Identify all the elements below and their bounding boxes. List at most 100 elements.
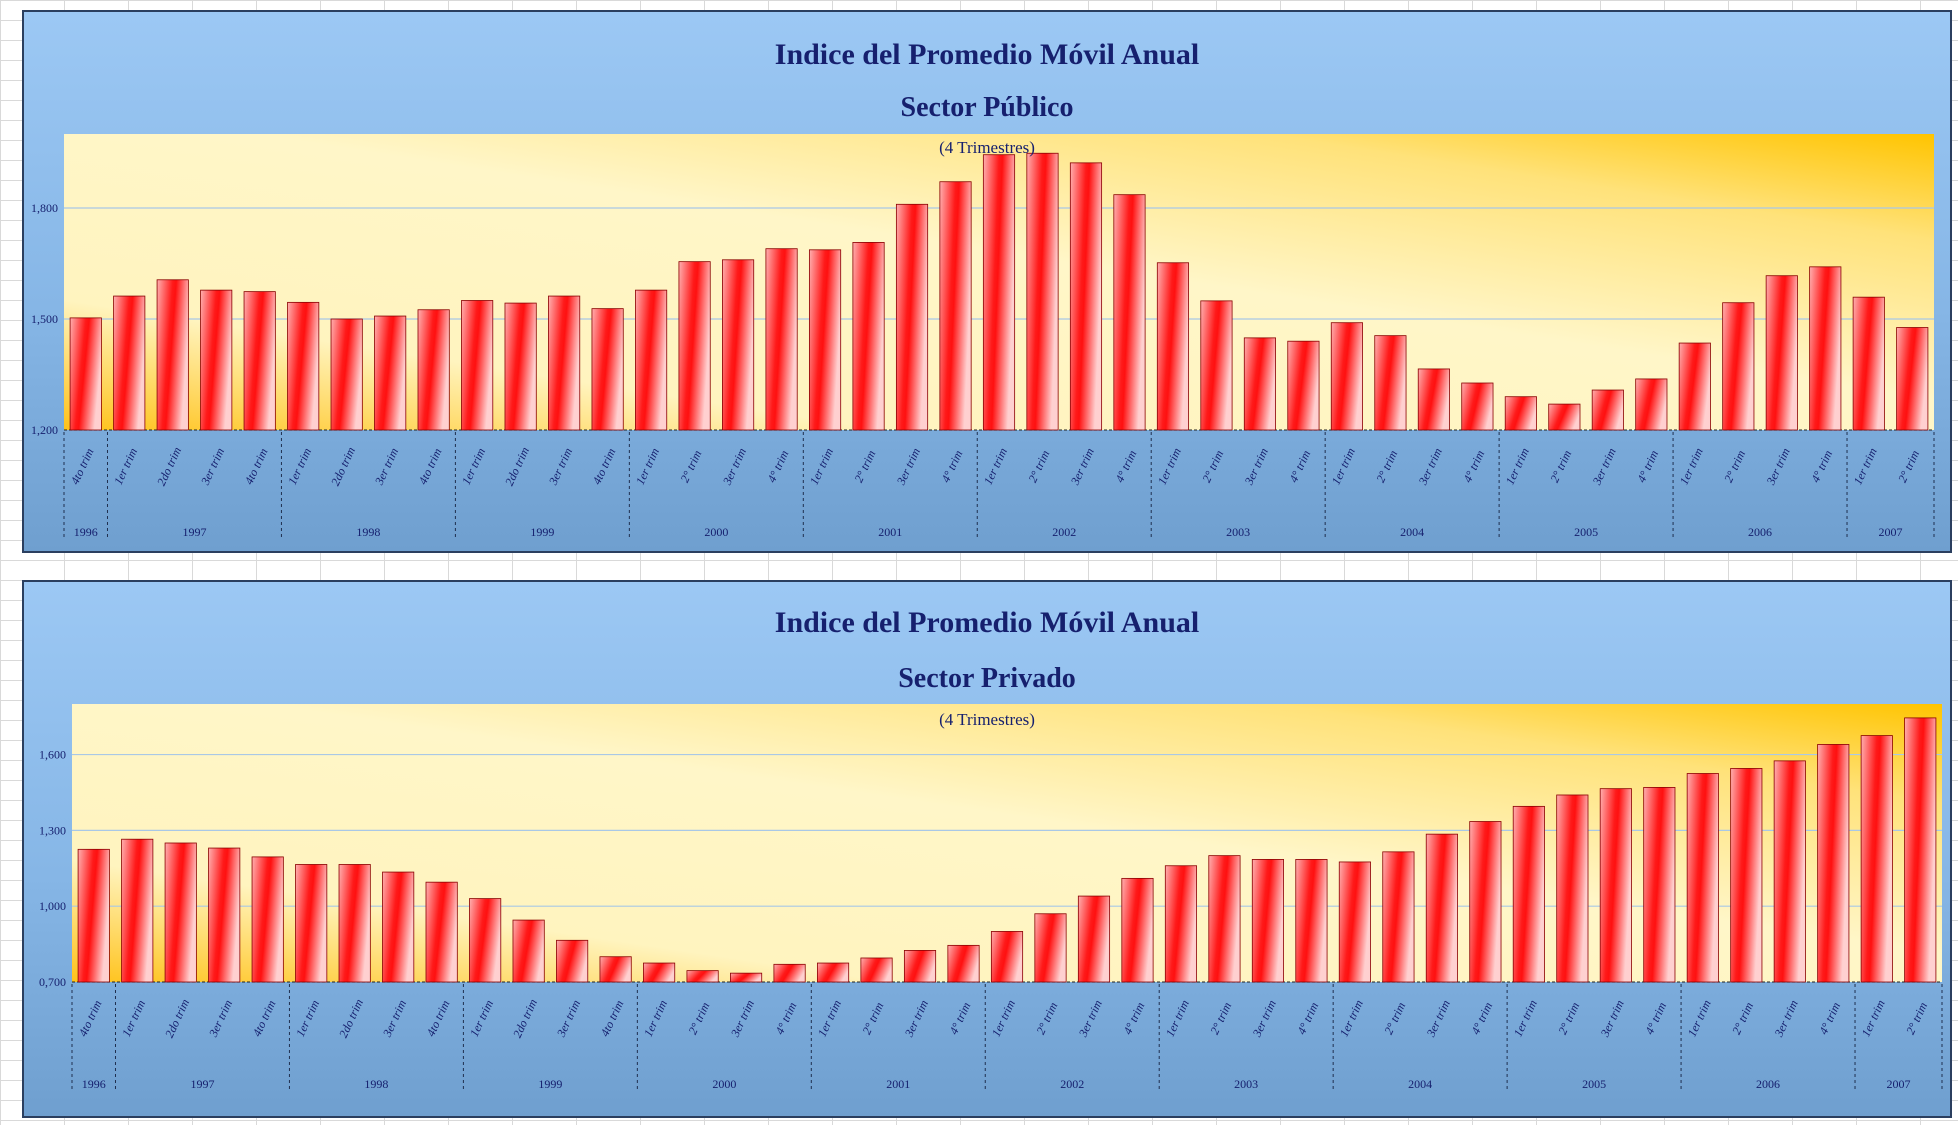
x-tick-label: 3er trim bbox=[1589, 445, 1619, 487]
bar bbox=[939, 181, 972, 431]
bar bbox=[469, 898, 502, 983]
x-tick-label: 1er trim bbox=[1677, 445, 1706, 487]
chart-title: Indice del Promedio Móvil Anual bbox=[775, 38, 1199, 71]
bar bbox=[1635, 378, 1668, 431]
x-tick-label: 1er trim bbox=[1859, 997, 1888, 1039]
x-tick-label: 2° trim bbox=[1025, 448, 1052, 485]
x-tick-label: 4° trim bbox=[1120, 1000, 1147, 1037]
x-tick-label: 2° trim bbox=[1547, 448, 1574, 485]
bar bbox=[1678, 342, 1711, 431]
x-tick-label: 4° trim bbox=[938, 448, 965, 485]
x-tick-label: 4° trim bbox=[1816, 1000, 1843, 1037]
bar bbox=[1121, 877, 1154, 983]
x-tick-label: 4° trim bbox=[1294, 1000, 1321, 1037]
x-tick-label: 3er trim bbox=[1763, 445, 1793, 487]
bar bbox=[1113, 194, 1146, 431]
year-label: 2001 bbox=[886, 1077, 910, 1091]
x-tick-label: 3er trim bbox=[1067, 445, 1097, 487]
bar bbox=[1251, 859, 1284, 983]
x-tick-label: 4° trim bbox=[1808, 448, 1835, 485]
year-label: 2000 bbox=[712, 1077, 736, 1091]
bar bbox=[200, 289, 233, 431]
bar bbox=[121, 838, 154, 983]
bar bbox=[461, 300, 494, 431]
year-label: 2005 bbox=[1582, 1077, 1606, 1091]
x-tick-label: 1er trim bbox=[1155, 445, 1184, 487]
x-tick-label: 3er trim bbox=[553, 997, 583, 1039]
bar bbox=[1730, 768, 1763, 983]
x-tick-label: 4to trim bbox=[250, 998, 279, 1039]
year-label: 2000 bbox=[704, 525, 728, 539]
year-label: 1996 bbox=[82, 1077, 106, 1091]
bar bbox=[816, 962, 850, 983]
bar bbox=[1374, 335, 1407, 431]
x-tick-label: 1er trim bbox=[111, 445, 140, 487]
bar bbox=[1904, 717, 1937, 983]
x-tick-label: 1er trim bbox=[459, 445, 488, 487]
bar bbox=[1548, 403, 1581, 431]
bar bbox=[1504, 396, 1537, 431]
bar bbox=[1852, 296, 1885, 431]
chart-title: Indice del Promedio Móvil Anual bbox=[775, 606, 1199, 639]
x-tick-label: 4° trim bbox=[946, 1000, 973, 1037]
bar bbox=[417, 309, 450, 431]
bar bbox=[512, 919, 545, 983]
x-tick-label: 3er trim bbox=[1249, 997, 1279, 1039]
x-tick-label: 2do trim bbox=[502, 444, 532, 487]
x-tick-label: 1er trim bbox=[119, 997, 148, 1039]
x-tick-label: 2° trim bbox=[1729, 1000, 1756, 1037]
year-label: 1997 bbox=[182, 525, 206, 539]
x-tick-label: 3er trim bbox=[719, 445, 749, 487]
x-tick-label: 3er trim bbox=[1771, 997, 1801, 1039]
year-label: 2007 bbox=[1879, 525, 1903, 539]
x-tick-label: 2° trim bbox=[1903, 1000, 1930, 1037]
chart-subtitle: Sector Privado bbox=[898, 663, 1076, 694]
x-tick-label: 3er trim bbox=[1075, 997, 1105, 1039]
y-tick-label: 1,300 bbox=[39, 823, 66, 837]
bar bbox=[599, 956, 632, 983]
x-tick-label: 4° trim bbox=[772, 1000, 799, 1037]
bar bbox=[425, 881, 458, 983]
bar bbox=[1722, 302, 1755, 431]
bar bbox=[295, 864, 328, 983]
y-tick-label: 0,700 bbox=[39, 975, 66, 989]
bar bbox=[1200, 300, 1233, 431]
year-label: 2002 bbox=[1052, 525, 1076, 539]
bar bbox=[1295, 859, 1328, 983]
bar bbox=[1077, 895, 1111, 983]
x-tick-label: 2do trim bbox=[328, 444, 358, 487]
bar bbox=[1425, 833, 1458, 983]
chart-sector-publico: Indice del Promedio Móvil Anual Sector P… bbox=[22, 10, 1952, 553]
bar bbox=[69, 317, 102, 431]
bar bbox=[773, 963, 806, 983]
year-label: 1998 bbox=[356, 525, 380, 539]
x-tick-label: 1er trim bbox=[815, 997, 844, 1039]
bar bbox=[860, 957, 893, 983]
x-tick-label: 2do trim bbox=[336, 996, 366, 1039]
x-tick-label: 1er trim bbox=[989, 997, 1018, 1039]
bar bbox=[852, 242, 885, 431]
x-tick-label: 4° trim bbox=[1112, 448, 1139, 485]
x-tick-label: 3er trim bbox=[901, 997, 931, 1039]
year-label: 1999 bbox=[530, 525, 554, 539]
bar bbox=[1599, 788, 1632, 983]
x-tick-label: 4to trim bbox=[416, 446, 445, 487]
bar bbox=[1773, 760, 1806, 983]
x-tick-label: 2° trim bbox=[1207, 1000, 1234, 1037]
year-label: 2004 bbox=[1408, 1077, 1432, 1091]
x-tick-label: 1er trim bbox=[1685, 997, 1714, 1039]
chart-sector-privado: Indice del Promedio Móvil Anual Sector P… bbox=[22, 580, 1952, 1118]
bar bbox=[1556, 794, 1589, 983]
x-tick-label: 3er trim bbox=[1415, 445, 1445, 487]
y-tick-label: 1,000 bbox=[39, 899, 66, 913]
x-tick-label: 1er trim bbox=[1337, 997, 1366, 1039]
bar bbox=[678, 261, 711, 431]
bar bbox=[1338, 861, 1371, 983]
x-tick-label: 2° trim bbox=[1895, 448, 1922, 485]
bar bbox=[1208, 855, 1241, 983]
year-label: 2007 bbox=[1887, 1077, 1911, 1091]
bar bbox=[895, 203, 929, 431]
year-label: 2005 bbox=[1574, 525, 1598, 539]
x-tick-label: 2° trim bbox=[1555, 1000, 1582, 1037]
x-tick-label: 4to trim bbox=[598, 998, 627, 1039]
